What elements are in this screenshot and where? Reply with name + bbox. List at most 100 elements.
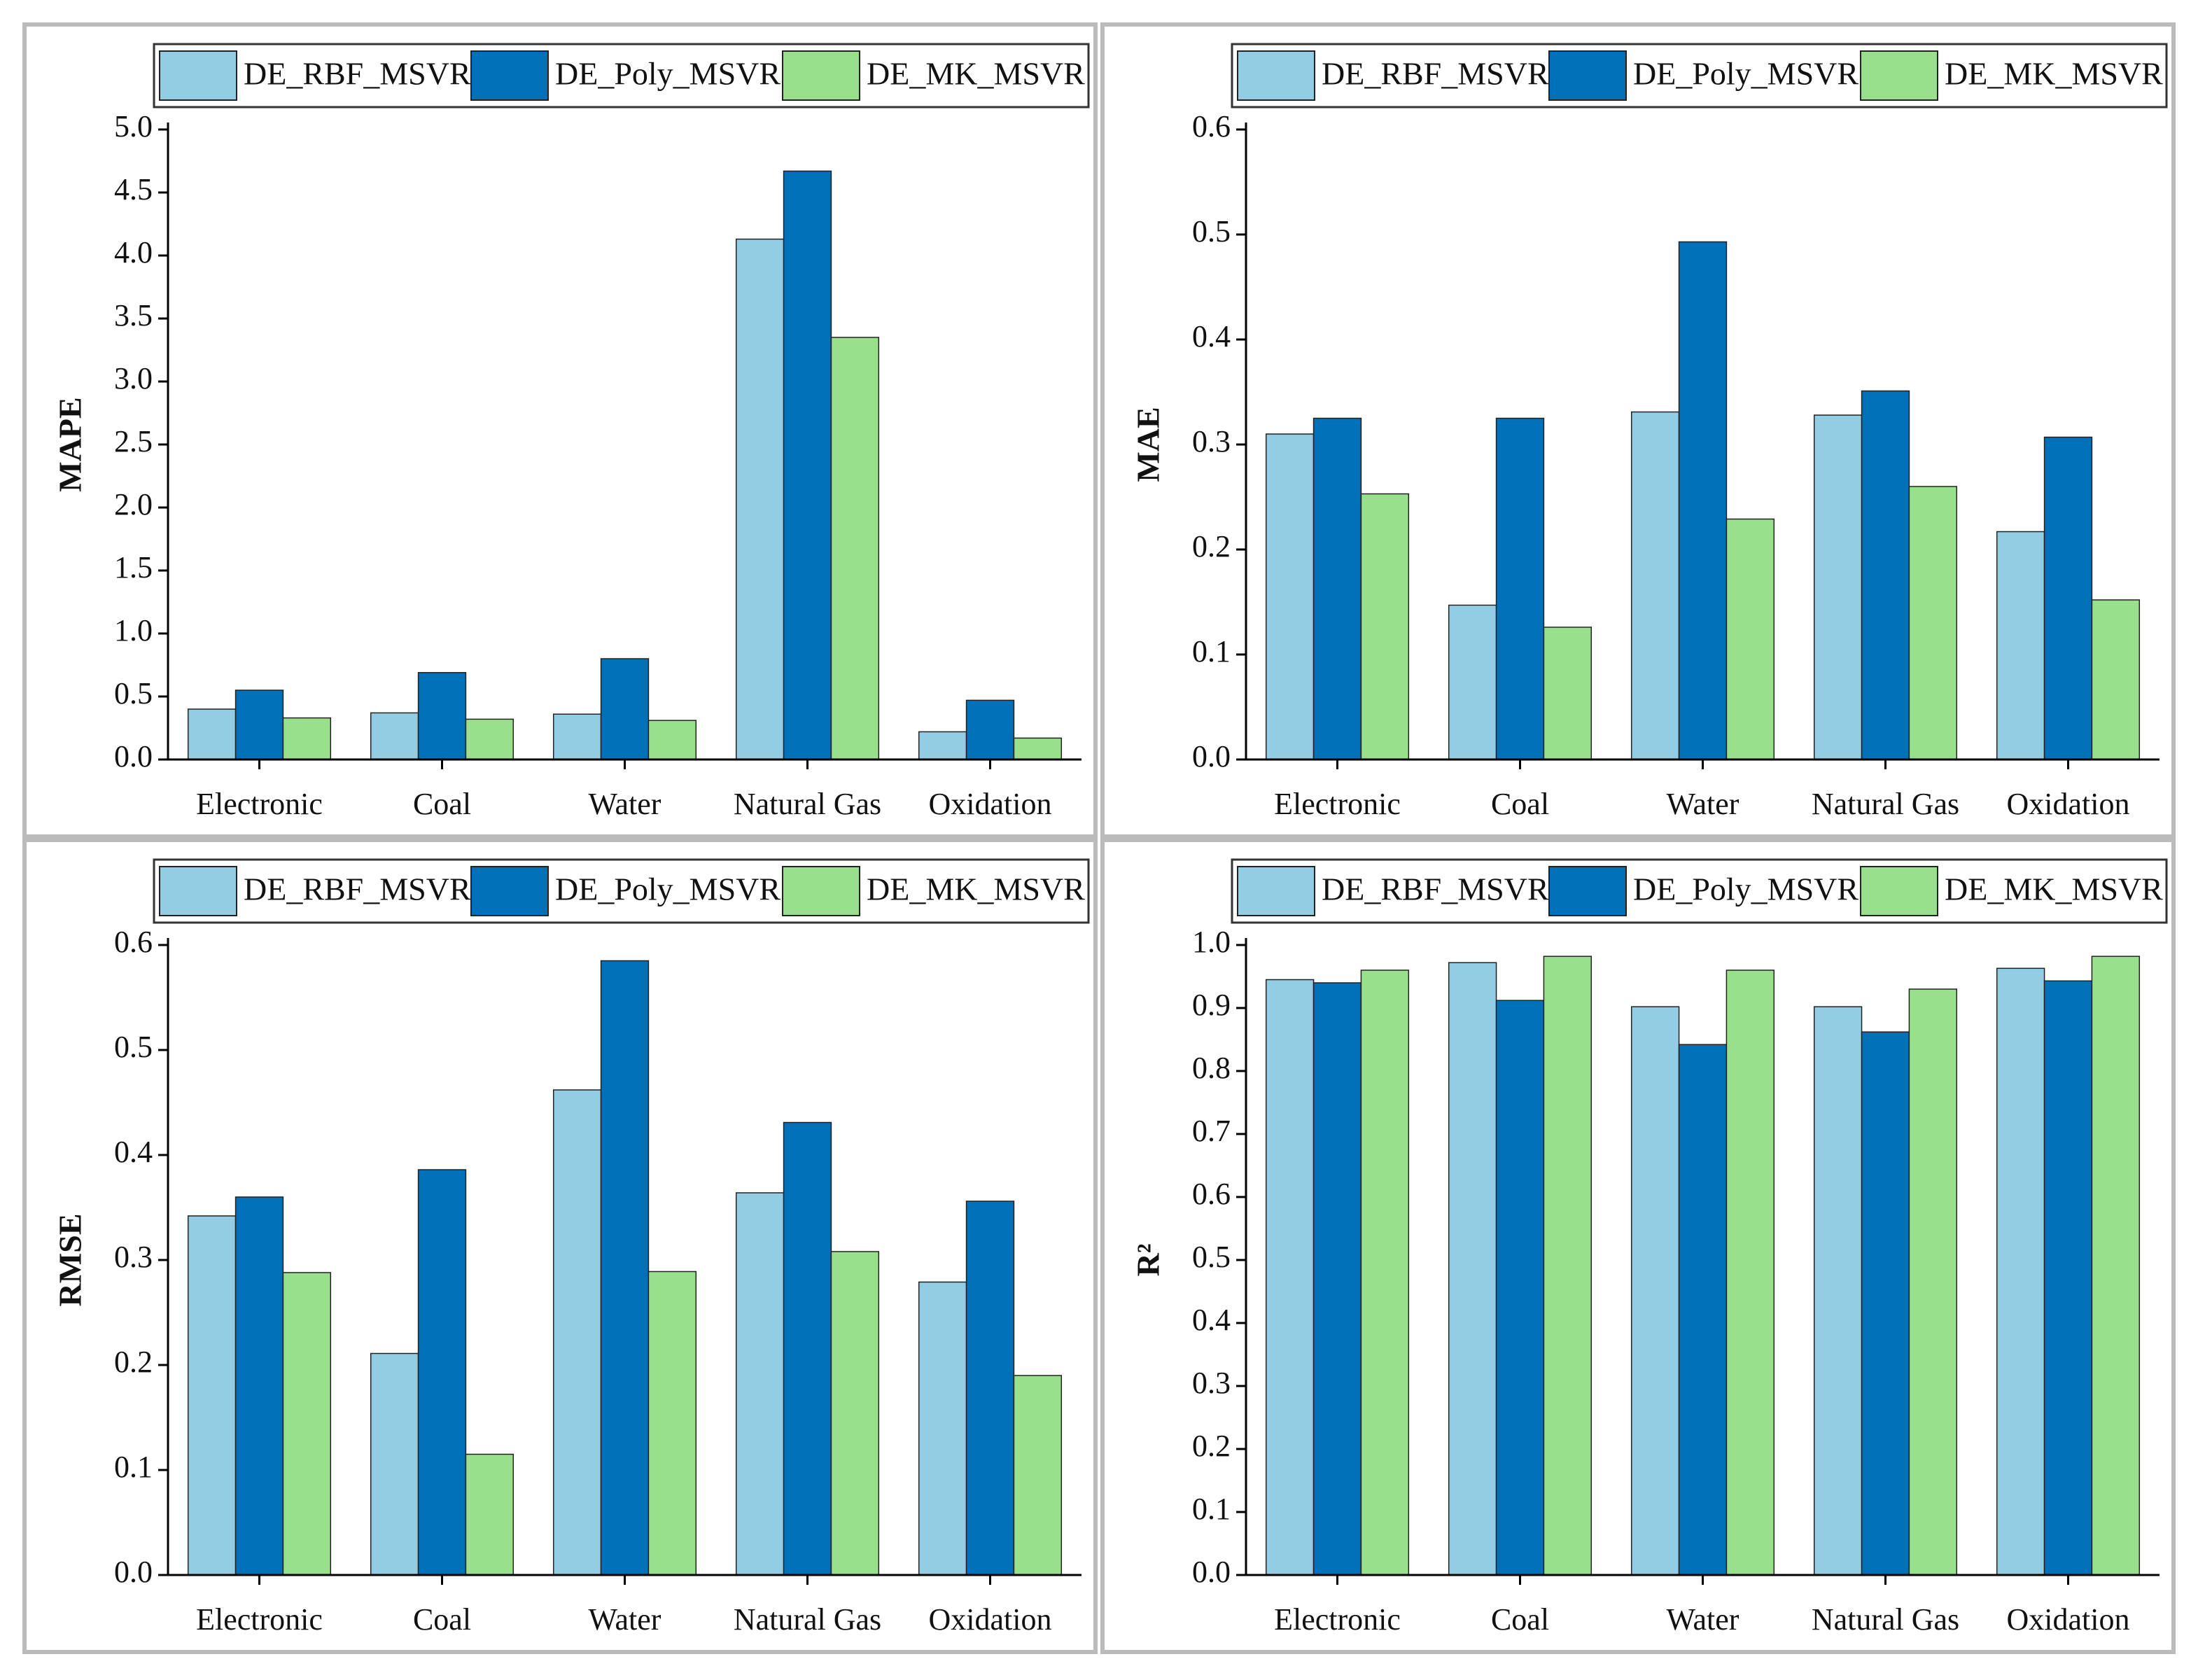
chart-panel: 0.0 0.5 1.0 1.5 2.0 2.5 3.0 3.5 4.0 4.5 5.0 Electro…	[22, 22, 1098, 839]
bar	[600, 658, 650, 760]
y-tick-label: 0.4	[1192, 1303, 1231, 1337]
legend-box	[1231, 43, 2168, 108]
x-tick-label: Oxidation	[929, 787, 1052, 821]
legend-swatch	[470, 50, 549, 101]
y-tick-label: 0.1	[114, 1450, 153, 1484]
bar	[417, 672, 467, 760]
bar	[783, 1121, 832, 1576]
y-tick-label: 0.5	[114, 1030, 153, 1064]
legend-label: DE_RBF_MSVR	[1322, 56, 1549, 92]
bar	[2091, 599, 2141, 760]
legend-label: DE_MK_MSVR	[1945, 56, 2163, 92]
x-tick-label: Natural Gas	[1812, 787, 1959, 821]
bar	[187, 708, 237, 760]
x-tick-label: Natural Gas	[1812, 1602, 1959, 1637]
bar	[1996, 531, 2045, 760]
bar	[830, 1251, 880, 1576]
y-tick-label: 5.0	[114, 109, 153, 144]
bar	[234, 690, 284, 760]
y-tick-label: 0.2	[114, 1345, 153, 1379]
bar	[1678, 241, 1728, 760]
y-tick-label: 0.2	[1192, 529, 1231, 564]
bar	[1630, 411, 1680, 760]
y-axis-label: MAPE	[52, 397, 88, 491]
y-tick-label: 1.0	[1192, 925, 1231, 959]
y-tick-label: 3.5	[114, 298, 153, 332]
legend-box	[1231, 858, 2168, 924]
y-tick-label: 0.5	[1192, 1240, 1231, 1274]
bar	[1495, 417, 1545, 760]
y-axis-label: MAE	[1130, 407, 1166, 482]
bar	[465, 1453, 514, 1576]
x-tick-label: Coal	[1491, 787, 1549, 821]
legend-swatch	[782, 866, 860, 916]
bar	[1312, 982, 1362, 1576]
y-tick-label: 0.4	[1192, 319, 1231, 354]
y-tick-label: 3.0	[114, 361, 153, 396]
panel-border	[22, 22, 1098, 839]
x-tick-label: Water	[589, 787, 662, 821]
legend-label: DE_Poly_MSVR	[555, 872, 780, 907]
legend-label: DE_RBF_MSVR	[244, 56, 471, 92]
bar	[234, 1196, 284, 1576]
y-tick-label: 4.0	[114, 235, 153, 270]
bar	[2043, 980, 2093, 1576]
bar	[552, 1089, 602, 1576]
y-tick-label: 4.5	[114, 172, 153, 206]
bar	[1543, 955, 1592, 1576]
y-tick-label: 0.3	[114, 1240, 153, 1274]
bar	[1265, 979, 1315, 1576]
bar	[965, 1200, 1015, 1576]
y-tick-label: 0.3	[1192, 1366, 1231, 1400]
legend-swatch	[159, 50, 237, 101]
bar	[2043, 436, 2093, 760]
legend-swatch	[1860, 50, 1938, 101]
bar	[735, 238, 785, 760]
x-tick-label: Oxidation	[929, 1602, 1052, 1637]
y-tick-label: 0.6	[1192, 1177, 1231, 1211]
legend-box	[153, 858, 1090, 924]
legend-label: DE_Poly_MSVR	[1633, 872, 1858, 907]
bar	[918, 731, 967, 760]
legend-label: DE_Poly_MSVR	[1633, 56, 1858, 92]
bar	[830, 337, 880, 760]
bar	[1861, 1031, 1910, 1576]
bar	[1996, 967, 2045, 1576]
bar	[2091, 955, 2141, 1576]
legend-swatch	[1548, 866, 1627, 916]
legend-swatch	[1548, 50, 1627, 101]
y-tick-label: 0.6	[114, 925, 153, 959]
y-tick-label: 0.6	[1192, 109, 1231, 144]
bar	[600, 960, 650, 1576]
chart-panel: 0.0 0.1 0.2 0.3 0.4 0.5 0.6 Electronic Coal Water…	[1100, 22, 2176, 839]
y-tick-label: 0.2	[1192, 1429, 1231, 1463]
legend-swatch	[1860, 866, 1938, 916]
bar	[1630, 1006, 1680, 1576]
y-tick-label: 0.3	[1192, 424, 1231, 458]
bar	[417, 1169, 467, 1576]
bar	[918, 1281, 967, 1576]
y-tick-label: 1.5	[114, 550, 153, 584]
x-tick-label: Natural Gas	[734, 1602, 881, 1637]
legend-swatch	[1237, 866, 1315, 916]
bar	[1360, 493, 1410, 760]
x-tick-label: Electronic	[1274, 787, 1401, 821]
x-tick-label: Water	[1667, 787, 1740, 821]
y-tick-label: 0.0	[1192, 1555, 1231, 1589]
bar	[1360, 969, 1410, 1576]
chart-panel: 0.0 0.1 0.2 0.3 0.4 0.5 0.6 0.7 0.8 0.9 1.0 Electro…	[1100, 838, 2176, 1654]
legend-swatch	[1237, 50, 1315, 101]
y-axis-label: R²	[1130, 1243, 1166, 1276]
bar	[465, 718, 514, 760]
bar	[370, 712, 419, 760]
bar	[783, 170, 832, 760]
x-tick-label: Water	[589, 1602, 662, 1637]
y-tick-label: 0.7	[1192, 1114, 1231, 1148]
bar	[1495, 1000, 1545, 1576]
legend-label: DE_MK_MSVR	[867, 872, 1085, 907]
legend-swatch	[782, 50, 860, 101]
bar	[282, 717, 332, 760]
bar	[735, 1192, 785, 1576]
